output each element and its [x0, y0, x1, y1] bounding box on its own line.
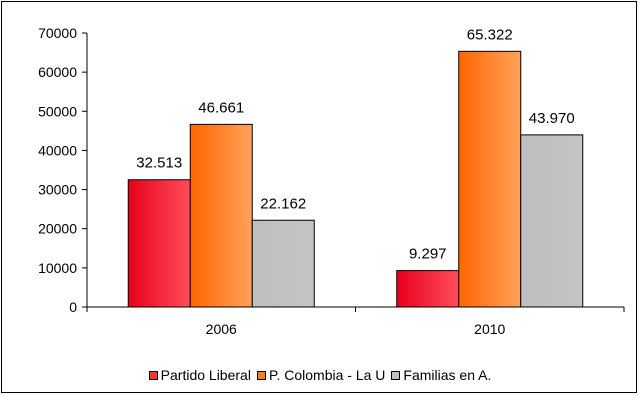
data-label: 65.322: [467, 26, 513, 43]
legend-swatch-p-colombia: [256, 370, 266, 380]
bar-p-colombia-la-u-2010: [458, 50, 522, 308]
data-label: 32.513: [136, 155, 182, 172]
y-tick-label: 70000: [38, 25, 77, 41]
bar-partido-liberal-2010: [396, 270, 460, 308]
bar-familias-en-a-2006: [251, 219, 315, 308]
y-tick-label: 0: [69, 299, 77, 315]
bar-familias-en-a-2010: [520, 134, 584, 308]
data-label: 43.970: [529, 110, 575, 127]
bar-partido-liberal-2006: [127, 179, 191, 308]
bar-p-colombia-la-u-2006: [189, 123, 253, 308]
y-tick-label: 20000: [38, 221, 77, 237]
data-label: 22.162: [260, 195, 306, 212]
legend-label-familias: Familias en A.: [403, 367, 492, 383]
legend-item-partido-liberal: Partido Liberal: [148, 367, 251, 383]
legend-item-p-colombia: P. Colombia - La U: [256, 367, 386, 383]
legend: Partido Liberal P. Colombia - La U Famil…: [0, 367, 640, 383]
legend-item-familias: Familias en A.: [391, 367, 491, 383]
data-label: 46.661: [198, 99, 244, 116]
legend-label-partido-liberal: Partido Liberal: [160, 367, 251, 383]
legend-swatch-partido-liberal: [148, 370, 158, 380]
y-tick-label: 10000: [38, 260, 77, 276]
y-tick-label: 60000: [38, 64, 77, 80]
x-tick-label: 2006: [206, 321, 237, 337]
data-label: 9.297: [409, 246, 447, 263]
y-tick-label: 40000: [38, 142, 77, 158]
legend-swatch-familias: [391, 370, 401, 380]
legend-label-p-colombia: P. Colombia - La U: [268, 367, 386, 383]
y-tick-label: 30000: [38, 182, 77, 198]
y-tick-label: 50000: [38, 103, 77, 119]
x-tick-label: 2010: [474, 321, 505, 337]
